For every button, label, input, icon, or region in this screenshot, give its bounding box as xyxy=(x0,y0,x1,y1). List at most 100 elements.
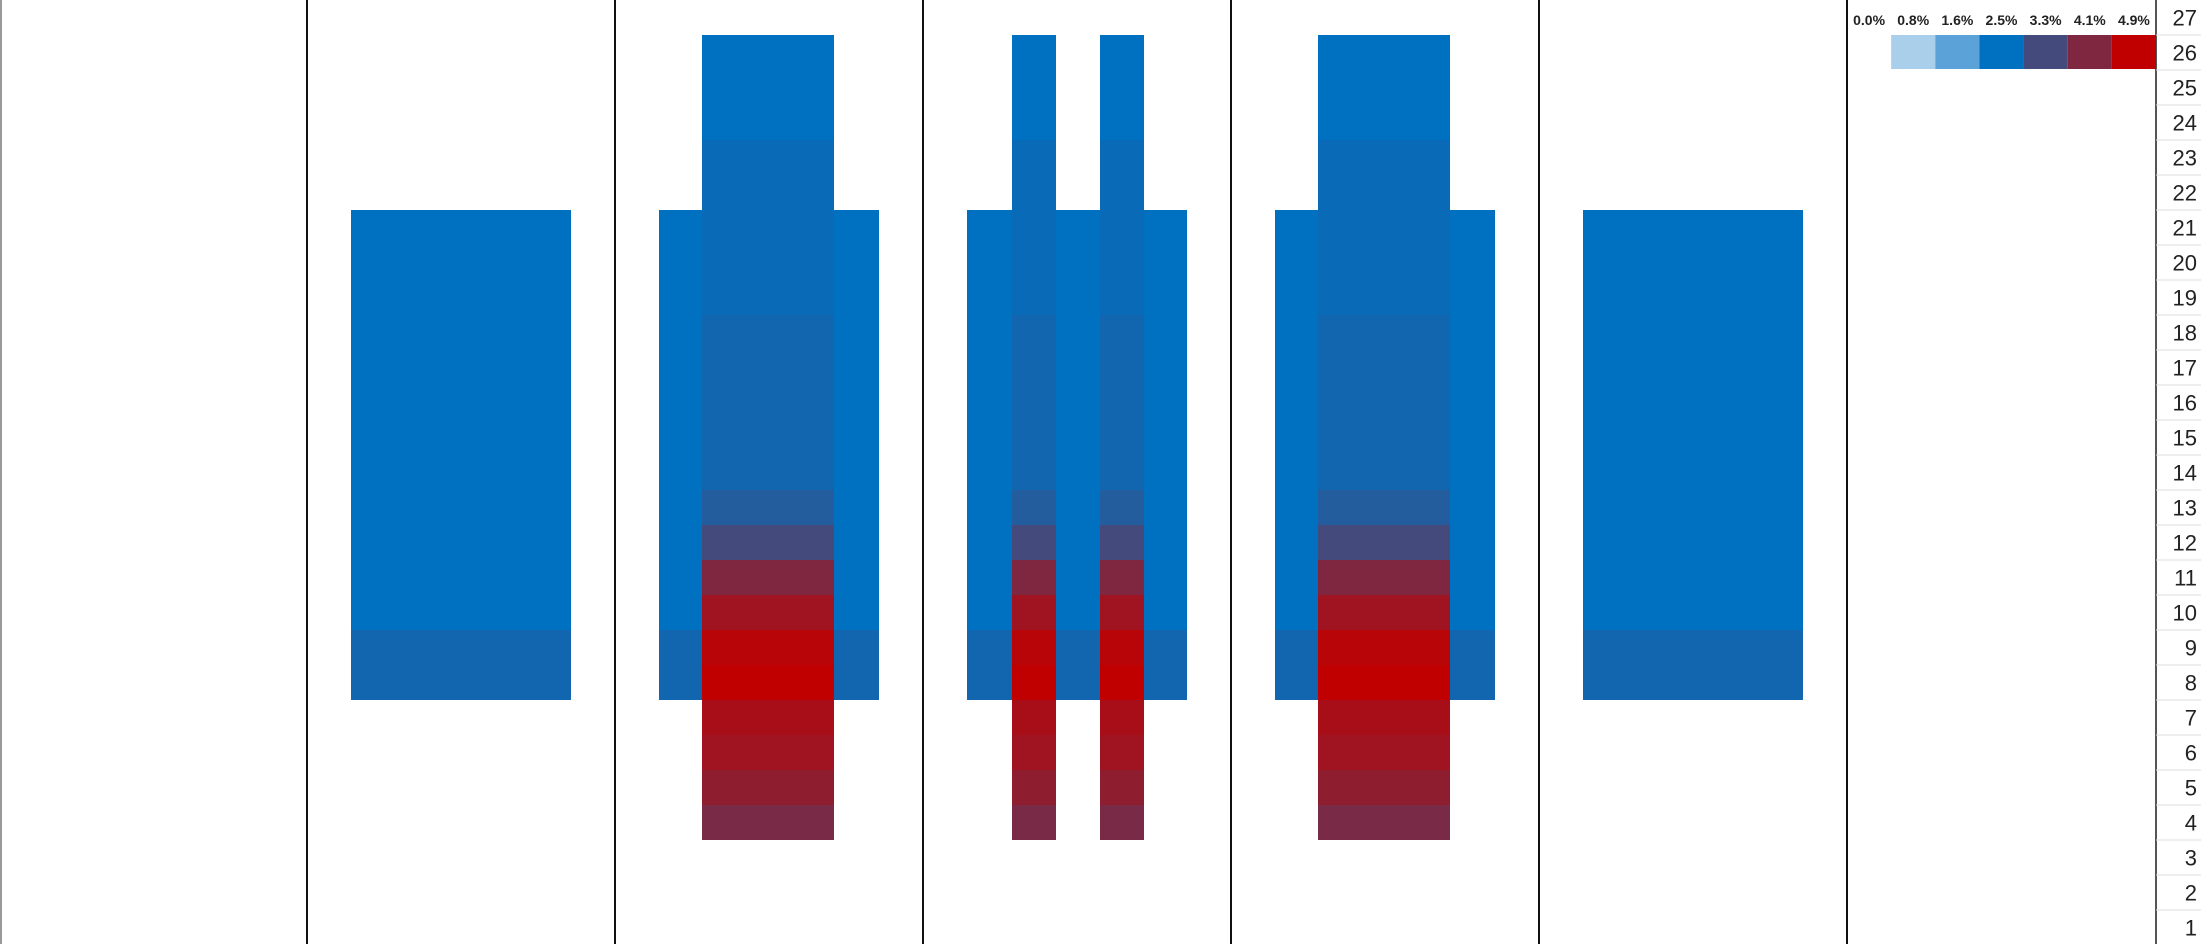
heatmap-cell xyxy=(1012,70,1056,105)
legend-label: 3.3% xyxy=(2030,12,2062,28)
heatmap-cell xyxy=(1100,245,1144,280)
legend-swatch xyxy=(1935,35,1980,69)
heatmap-cell xyxy=(967,385,1187,420)
row-label: 4 xyxy=(2185,811,2197,836)
heatmap-cell xyxy=(702,140,834,175)
heatmap-cell xyxy=(1318,455,1450,490)
legend-swatch xyxy=(2023,35,2068,69)
heatmap-cell xyxy=(1318,350,1450,385)
heatmap-cell xyxy=(1100,280,1144,315)
heatmap-cell xyxy=(702,245,834,280)
heatmap-cell xyxy=(1318,245,1450,280)
legend-swatch xyxy=(2111,35,2156,69)
heatmap-cell xyxy=(1583,350,1803,385)
heatmap-cell xyxy=(1012,210,1056,245)
row-label: 12 xyxy=(2173,531,2197,556)
heatmap-cell xyxy=(1583,385,1803,420)
row-label: 16 xyxy=(2173,391,2197,416)
heatmap-cell xyxy=(1318,595,1450,630)
row-label: 26 xyxy=(2173,41,2197,66)
heatmap-cell xyxy=(1318,630,1450,665)
heatmap-cell xyxy=(1012,490,1056,525)
heatmap-cell xyxy=(702,595,834,630)
heatmap-cell xyxy=(967,210,1187,245)
heatmap-cell xyxy=(351,350,571,385)
heatmap-cell xyxy=(702,175,834,210)
heatmap-cell xyxy=(1100,105,1144,140)
heatmap-cell xyxy=(1318,560,1450,595)
heatmap-cell xyxy=(702,315,834,350)
heatmap-cell xyxy=(1100,805,1144,840)
heatmap-cell xyxy=(1100,700,1144,735)
heatmap-cell xyxy=(1100,665,1144,700)
heatmap-cell xyxy=(967,315,1187,350)
heatmap-cell xyxy=(1012,105,1056,140)
heatmap-cell xyxy=(1012,630,1056,665)
row-label: 18 xyxy=(2173,321,2197,346)
heatmap-cell xyxy=(967,595,1187,630)
heatmap-cell xyxy=(1100,70,1144,105)
heatmap-cell xyxy=(1318,35,1450,70)
heatmap-cell xyxy=(1100,770,1144,805)
heatmap-cell xyxy=(1318,700,1450,735)
heatmap-cell xyxy=(351,630,571,665)
row-label: 9 xyxy=(2185,636,2197,661)
heatmap-cell xyxy=(702,665,834,700)
heatmap-cell xyxy=(1583,455,1803,490)
heatmap-cell xyxy=(1100,455,1144,490)
row-label: 27 xyxy=(2173,6,2197,31)
row-label: 3 xyxy=(2185,846,2197,871)
heatmap-cell xyxy=(702,805,834,840)
heatmap-cell xyxy=(1012,595,1056,630)
heatmap-cell xyxy=(1100,315,1144,350)
row-label: 10 xyxy=(2173,601,2197,626)
legend-label: 1.6% xyxy=(1941,12,1973,28)
heatmap-cell xyxy=(1012,385,1056,420)
heatmap-cell xyxy=(1012,665,1056,700)
heatmap-cell xyxy=(1318,175,1450,210)
row-label: 11 xyxy=(2174,566,2197,591)
heatmap-cell xyxy=(967,245,1187,280)
heatmap-cell xyxy=(967,420,1187,455)
heatmap-cell xyxy=(702,490,834,525)
row-label: 19 xyxy=(2173,286,2197,311)
heatmap-cell xyxy=(1318,210,1450,245)
row-label: 23 xyxy=(2173,146,2197,171)
heatmap-cell xyxy=(967,525,1187,560)
row-labels: 2726252423222120191817161514131211109876… xyxy=(2156,6,2201,941)
heatmap-cell xyxy=(1318,420,1450,455)
legend-label: 0.0% xyxy=(1853,12,1885,28)
row-label: 20 xyxy=(2173,251,2197,276)
heatmap-cell xyxy=(351,385,571,420)
row-label: 5 xyxy=(2185,776,2197,801)
heatmap-cell xyxy=(702,735,834,770)
heatmap-cell xyxy=(967,280,1187,315)
heatmap-cell xyxy=(1583,210,1803,245)
heatmap-cell xyxy=(1100,350,1144,385)
heatmap-cell xyxy=(1100,630,1144,665)
heatmap-cell xyxy=(702,700,834,735)
heatmap-cell xyxy=(967,665,1187,700)
heatmap-cell xyxy=(1318,735,1450,770)
heatmap-cell xyxy=(1318,105,1450,140)
heatmap-cell xyxy=(1318,70,1450,105)
heatmap-cell xyxy=(702,350,834,385)
legend-swatch xyxy=(1891,35,1936,69)
heatmap-cell xyxy=(1012,700,1056,735)
row-label: 2 xyxy=(2185,881,2197,906)
heatmap-cell xyxy=(1100,420,1144,455)
heatmap-cell xyxy=(702,280,834,315)
heatmap-cell xyxy=(1100,210,1144,245)
heatmap-cell xyxy=(351,245,571,280)
heatmap-cell xyxy=(702,105,834,140)
heatmap-cell xyxy=(351,280,571,315)
heatmap-cell xyxy=(1583,420,1803,455)
legend-label: 0.8% xyxy=(1897,12,1929,28)
heatmap-cell xyxy=(702,455,834,490)
heatmap-cell xyxy=(1100,175,1144,210)
heatmap-cell xyxy=(1100,595,1144,630)
heatmap-cell xyxy=(702,525,834,560)
row-label: 17 xyxy=(2173,356,2197,381)
